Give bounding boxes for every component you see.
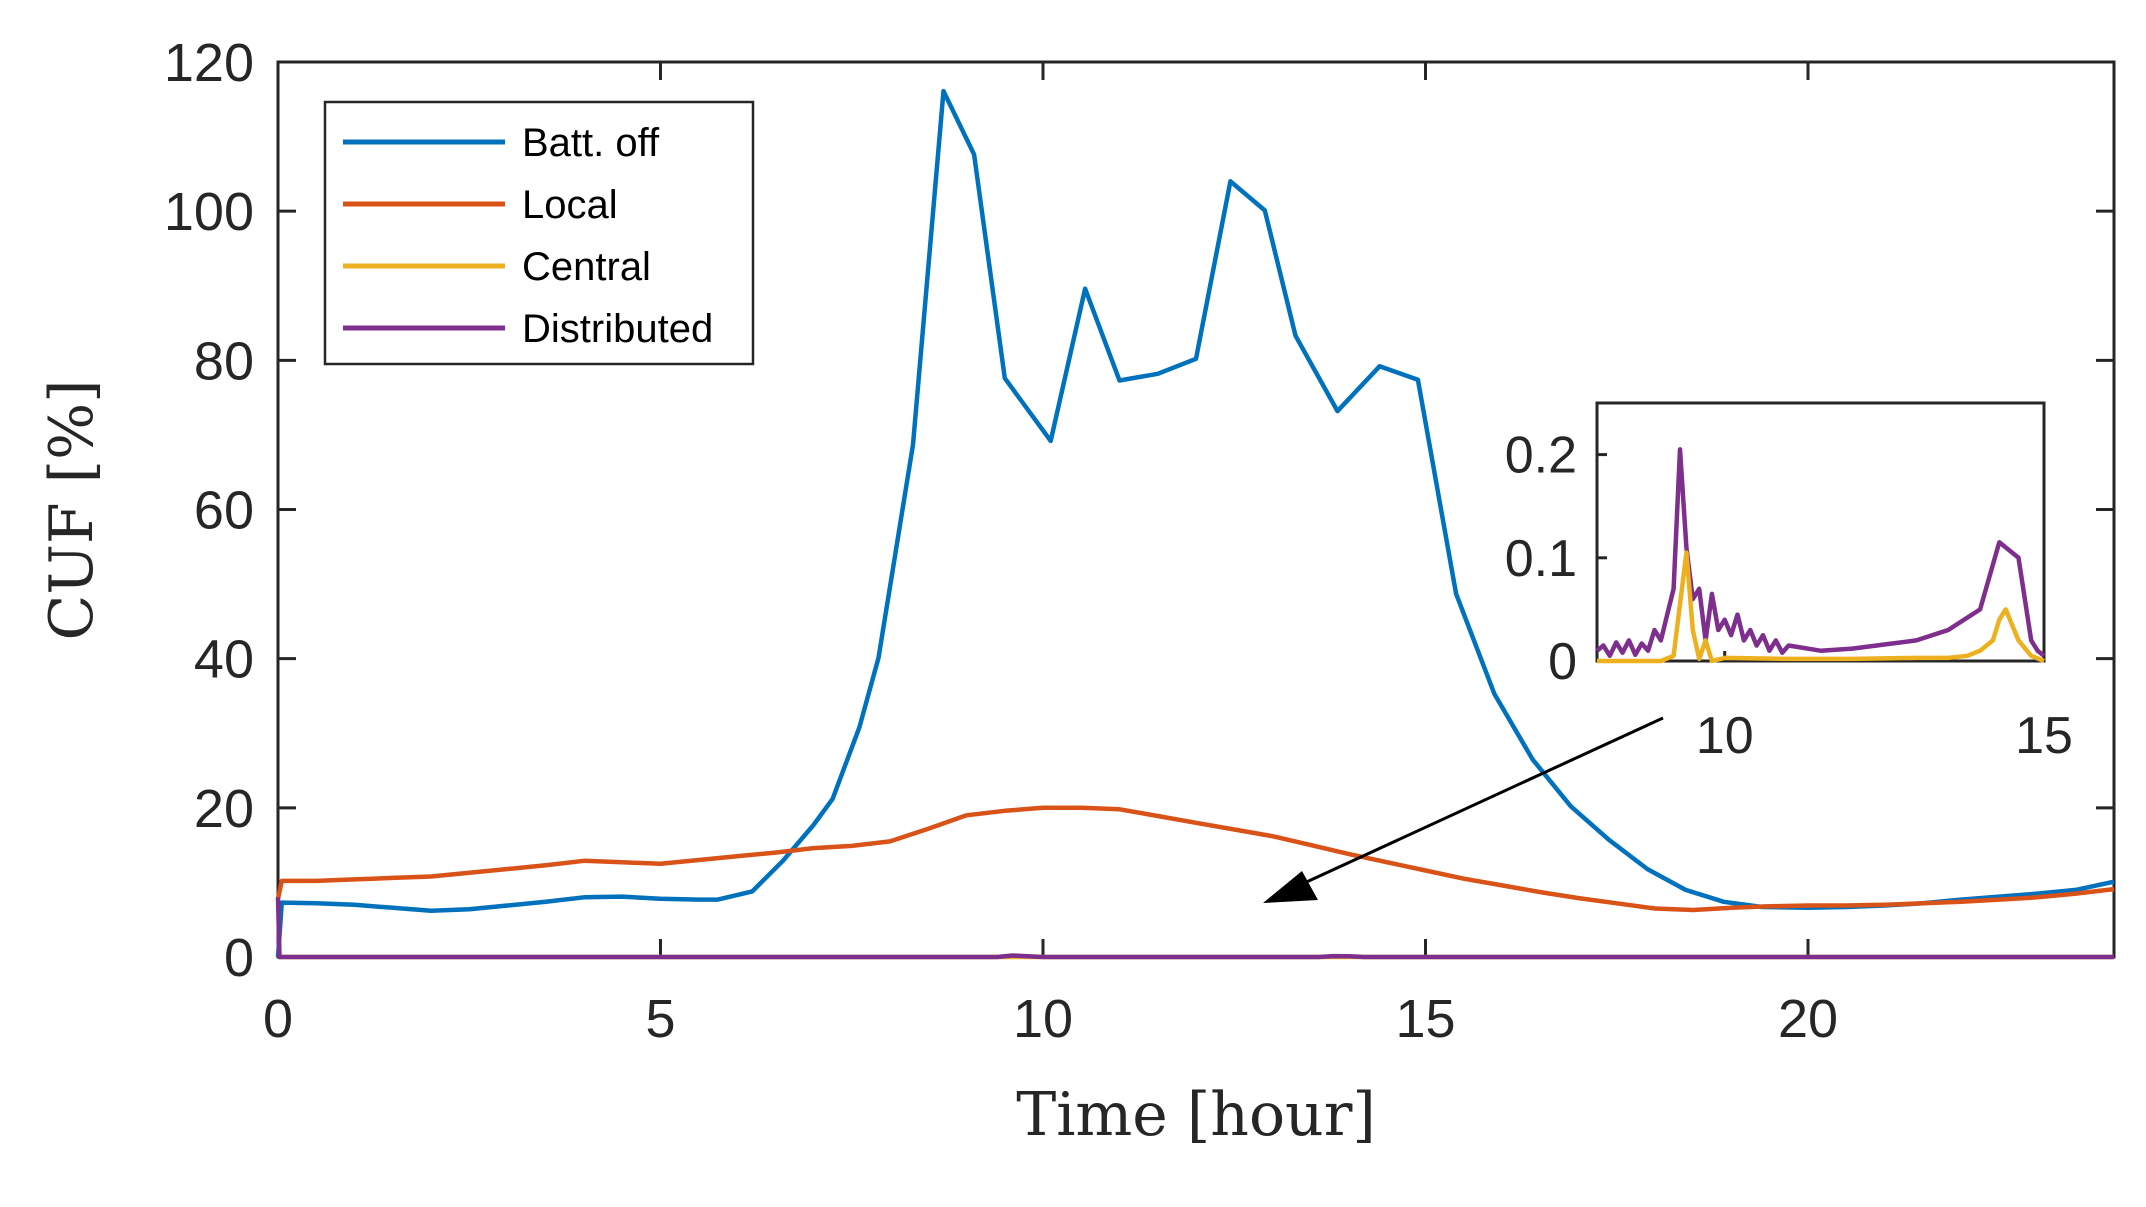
legend-label-distributed: Distributed	[522, 307, 713, 351]
inset-y-tick-label: 0.2	[1505, 427, 1577, 485]
y-tick-label: 0	[224, 928, 254, 988]
x-tick-label: 0	[263, 989, 293, 1049]
y-tick-label: 80	[194, 331, 254, 391]
x-axis-label: Time [hour]	[1016, 1080, 1376, 1150]
legend-label-central: Central	[522, 245, 651, 289]
inset-pointer-arrow-head	[1263, 871, 1318, 903]
series-line-distributed	[275, 897, 2114, 960]
legend-label-batt-off: Batt. off	[522, 121, 660, 165]
inset-pointer-arrow-shaft	[1299, 716, 1664, 887]
inset-y-tick-label: 0.1	[1505, 530, 1577, 588]
y-tick-label: 100	[164, 182, 254, 242]
main-series-group	[275, 88, 2115, 960]
y-tick-label: 120	[164, 33, 254, 93]
inset-series-group	[1595, 447, 2046, 664]
series-line-local	[275, 805, 2115, 913]
inset-series-line-distributed	[1595, 447, 2046, 659]
legend: Batt. off Local Central Distributed	[323, 100, 755, 366]
inset-axis-ticks: 10 15 0 0.1 0.2	[1505, 427, 2073, 765]
inset-x-tick-label: 10	[1696, 707, 1754, 765]
x-tick-label: 15	[1395, 989, 1455, 1049]
inset-x-tick-label: 15	[2015, 707, 2073, 765]
legend-label-local: Local	[522, 183, 618, 227]
inset-series-line-central	[1597, 550, 2045, 664]
legend-box	[323, 100, 755, 366]
x-tick-label: 5	[645, 989, 675, 1049]
y-tick-label: 20	[194, 779, 254, 839]
y-axis-label: CUF [%]	[37, 379, 107, 640]
y-tick-label: 60	[194, 481, 254, 541]
x-tick-label: 20	[1778, 989, 1838, 1049]
x-tick-label: 10	[1013, 989, 1073, 1049]
y-tick-label: 40	[194, 630, 254, 690]
inset-y-tick-label: 0	[1548, 633, 1577, 691]
